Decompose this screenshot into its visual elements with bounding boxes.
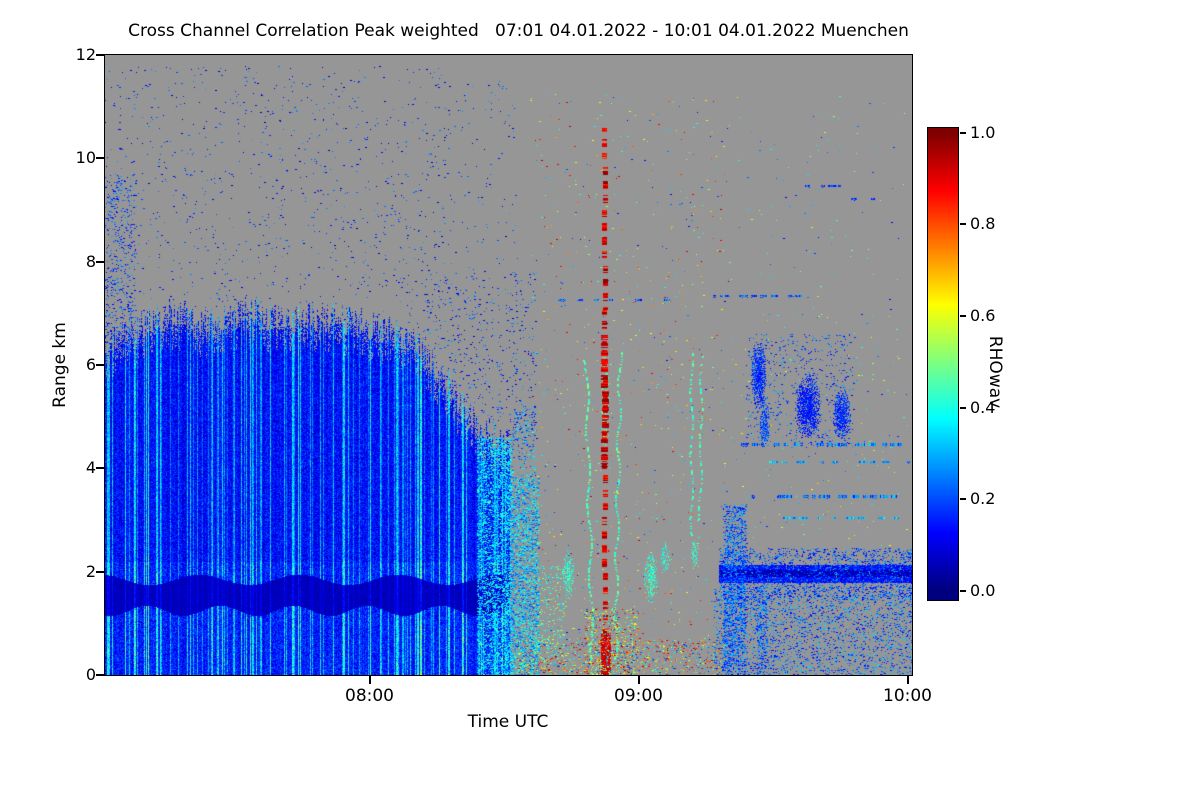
y-tick-label: 8 bbox=[85, 251, 96, 271]
y-tick-label: 2 bbox=[85, 561, 96, 581]
x-tick-label: 10:00 bbox=[883, 686, 932, 706]
x-tick-label: 08:00 bbox=[345, 686, 394, 706]
colorbar-tick-mark bbox=[960, 589, 966, 592]
colorbar-tick-mark bbox=[960, 223, 966, 226]
colorbar-tick-mark bbox=[960, 406, 966, 409]
colorbar-tick-mark bbox=[960, 131, 966, 134]
y-tick-mark bbox=[96, 570, 104, 573]
x-axis-label: Time UTC bbox=[467, 712, 549, 732]
colorbar-tick-mark bbox=[960, 498, 966, 501]
colorbar-tick-label: 0.6 bbox=[970, 305, 996, 325]
colorbar-tick-mark bbox=[960, 314, 966, 317]
y-tick-mark bbox=[96, 260, 104, 263]
plot-area bbox=[104, 54, 913, 676]
heatmap-canvas bbox=[105, 55, 912, 675]
y-tick-mark bbox=[96, 674, 104, 676]
y-tick-label: 4 bbox=[85, 458, 96, 478]
colorbar-tick-label: 0.2 bbox=[970, 489, 996, 509]
colorbar-canvas bbox=[928, 128, 958, 600]
y-tick-label: 10 bbox=[75, 148, 96, 168]
y-tick-label: 12 bbox=[75, 45, 96, 64]
y-tick-mark bbox=[96, 157, 104, 160]
x-tick-mark bbox=[637, 676, 640, 684]
y-tick-label: 6 bbox=[85, 355, 96, 374]
x-tick-mark bbox=[906, 676, 909, 684]
x-tick-label: 09:00 bbox=[614, 686, 663, 706]
colorbar-tick-label: 0.8 bbox=[970, 214, 996, 234]
colorbar-tick-label: 0.4 bbox=[970, 397, 996, 417]
y-tick-mark bbox=[96, 54, 104, 56]
x-tick-mark bbox=[368, 676, 371, 684]
colorbar-label: RHOwav bbox=[985, 335, 1005, 409]
y-tick-label: 0 bbox=[85, 665, 96, 684]
y-tick-mark bbox=[96, 467, 104, 470]
colorbar-tick-label: 0.0 bbox=[970, 580, 996, 600]
chart-title: Cross Channel Correlation Peak weighted … bbox=[128, 21, 909, 41]
y-tick-mark bbox=[96, 364, 104, 366]
colorbar bbox=[927, 127, 959, 601]
colorbar-tick-label: 1.0 bbox=[970, 122, 996, 142]
